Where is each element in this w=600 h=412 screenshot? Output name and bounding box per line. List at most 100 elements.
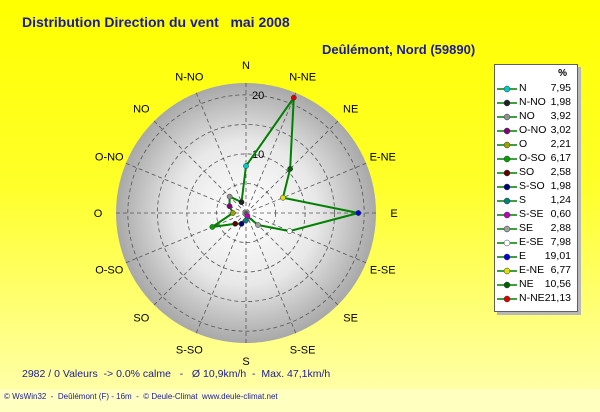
legend-value: 6,77: [550, 264, 571, 276]
legend-label: S-SO: [519, 180, 545, 192]
footer-bar: © WsWin32 - Deûlémont (F) - 16m - © Deul…: [0, 389, 600, 412]
legend-label: O-NO: [519, 124, 547, 136]
legend-item-n-ne: N-NE 21,13: [497, 292, 575, 306]
point-n-no: [238, 199, 245, 206]
legend-label: N: [519, 82, 527, 94]
legend-value: 2,21: [550, 138, 571, 150]
direction-label-e-se: E-SE: [370, 265, 396, 277]
grid-ring: [127, 94, 365, 332]
legend-marker-icon: [497, 225, 517, 233]
legend-item-n: N 7,95: [497, 82, 575, 96]
legend-item-no: NO 3,92: [497, 110, 575, 124]
legend-marker-icon: [497, 113, 517, 121]
legend-marker-icon: [497, 155, 517, 163]
grid-spoke: [245, 92, 297, 214]
direction-label-e: E: [390, 208, 397, 220]
direction-label-o: O: [94, 208, 103, 220]
grid-spoke: [125, 162, 247, 214]
legend-marker-icon: [497, 127, 517, 135]
legend-marker-icon: [497, 239, 517, 247]
legend-value: 0,60: [550, 208, 571, 220]
grid-ring: [156, 123, 336, 303]
legend-marker-icon: [497, 281, 517, 289]
legend: % N 7,95 N-NO 1,98 NO 3,92 O-NO 3,02 O 2,21 O-SO 6,…: [494, 64, 578, 312]
legend-marker-icon: [497, 183, 517, 191]
legend-label: NE: [519, 278, 534, 290]
location-label: Deûlémont, Nord (59890): [322, 42, 476, 57]
legend-item-s-so: S-SO 1,98: [497, 180, 575, 194]
legend-value: 2,58: [550, 166, 571, 178]
legend-item-e: E 19,01: [497, 250, 575, 264]
point-e-ne: [280, 194, 286, 201]
legend-label: NO: [519, 110, 535, 122]
tick-label-20: 20: [252, 90, 264, 102]
legend-value: 1,98: [550, 96, 571, 108]
direction-label-n-ne: N-NE: [289, 71, 316, 83]
point-se: [255, 222, 261, 228]
grid-spoke: [153, 212, 247, 306]
legend-label: SO: [519, 166, 535, 178]
legend-value: 1,98: [550, 180, 571, 192]
legend-value: 21,13: [544, 292, 571, 304]
direction-label-s-se: S-SE: [290, 345, 316, 357]
legend-value: 19,01: [544, 250, 571, 262]
legend-value: 7,95: [550, 82, 571, 94]
legend-item-o-no: O-NO 3,02: [497, 124, 575, 138]
point-o-no: [226, 203, 233, 210]
legend-marker-icon: [497, 267, 517, 275]
legend-label: S: [519, 194, 527, 206]
point-s-so: [238, 220, 245, 227]
legend-label: O: [519, 138, 528, 150]
legend-value: 7,98: [550, 236, 571, 248]
point-ne: [287, 166, 293, 172]
grid-spoke: [245, 212, 367, 264]
legend-label: SE: [519, 222, 534, 234]
legend-item-se: SE 2,88: [497, 222, 575, 236]
direction-label-so: SO: [133, 313, 149, 325]
legend-marker-icon: [497, 197, 517, 205]
legend-marker-icon: [497, 253, 517, 261]
point-no: [226, 193, 233, 200]
legend-item-so: SO 2,58: [497, 166, 575, 180]
point-n-ne: [290, 94, 297, 101]
legend-marker-icon: [497, 85, 517, 93]
direction-label-n-no: N-NO: [175, 71, 204, 83]
legend-value: 1,24: [550, 194, 571, 206]
legend-value: 10,56: [544, 278, 571, 290]
legend-marker-icon: [497, 99, 517, 107]
legend-unit: %: [558, 68, 567, 79]
legend-label: O-SO: [519, 152, 546, 164]
legend-label: N-NE: [519, 292, 545, 304]
direction-label-o-no: O-NO: [95, 151, 124, 163]
legend-marker-icon: [497, 141, 517, 149]
point-e: [355, 210, 362, 216]
grid-spoke: [245, 212, 297, 334]
footer-credits: © WsWin32 - Deûlémont (F) - 16m - © Deul…: [4, 392, 278, 401]
direction-label-n: N: [242, 60, 250, 72]
direction-label-se: SE: [343, 313, 358, 325]
grid-spoke: [125, 212, 247, 264]
chart-title: Distribution Direction du vent mai 2008: [22, 14, 290, 30]
legend-marker-icon: [497, 169, 517, 177]
legend-marker-icon: [497, 211, 517, 219]
grid-spoke: [195, 92, 247, 214]
stats-line: 2982 / 0 Valeurs -> 0.0% calme - Ø 10,9k…: [22, 368, 331, 380]
legend-value: 3,92: [550, 110, 571, 122]
legend-value: 6,17: [550, 152, 571, 164]
legend-marker-icon: [497, 295, 517, 303]
legend-item-ne: NE 10,56: [497, 278, 575, 292]
point-o-so: [209, 224, 216, 230]
legend-item-s-se: S-SE 0,60: [497, 208, 575, 222]
grid-spoke: [245, 212, 339, 306]
direction-label-s-so: S-SO: [176, 345, 203, 357]
legend-label: E-NE: [519, 264, 545, 276]
direction-label-no: NO: [133, 103, 150, 115]
direction-label-s: S: [242, 356, 249, 368]
legend-value: 3,02: [550, 124, 571, 136]
legend-value: 2,88: [550, 222, 571, 234]
legend-item-s: S 1,24: [497, 194, 575, 208]
legend-label: N-NO: [519, 96, 546, 108]
legend-item-o: O 2,21: [497, 138, 575, 152]
